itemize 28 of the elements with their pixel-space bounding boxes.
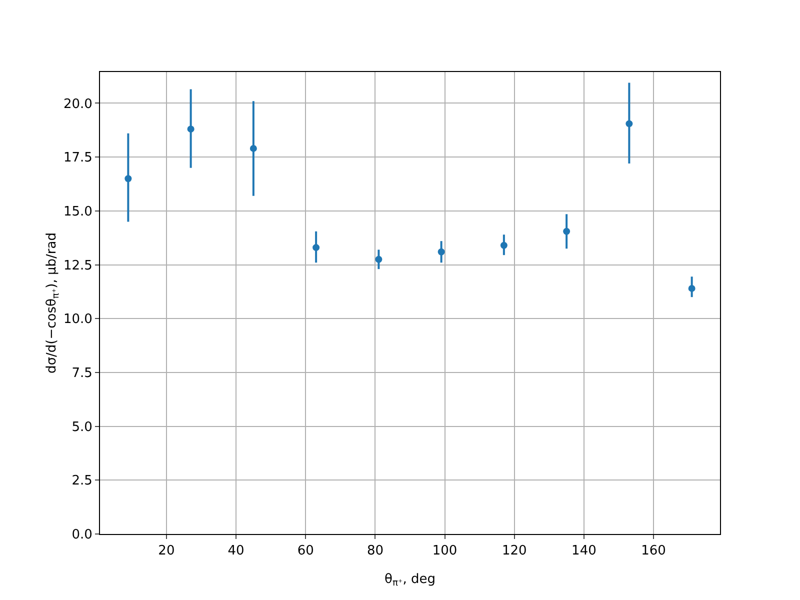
point	[563, 228, 570, 235]
point	[250, 144, 257, 152]
x-tick-label: 20	[158, 544, 175, 559]
y-tick-label: 17.5	[63, 150, 92, 166]
y-tick-label: 7.5	[72, 366, 92, 382]
point	[500, 242, 508, 249]
y-tick-label: 12.5	[63, 258, 92, 274]
point	[124, 175, 132, 182]
point	[438, 248, 445, 256]
x-tick-label: 40	[228, 544, 244, 559]
point	[312, 244, 320, 252]
x-tick-label: 140	[572, 544, 596, 559]
point	[375, 256, 382, 263]
point	[187, 126, 194, 133]
y-tick-label: 0.0	[72, 528, 92, 543]
y-tick-label: 2.5	[72, 474, 92, 489]
y-tick-label: 5.0	[72, 420, 92, 435]
x-tick-label: 160	[641, 544, 666, 559]
x-tick-label: 120	[502, 544, 527, 559]
y-tick-label: 10.0	[63, 312, 92, 328]
x-tick-label: 60	[297, 544, 314, 559]
y-tick-label: 15.0	[63, 204, 92, 220]
x-tick-label: 80	[366, 544, 384, 559]
x-axis-title: θ$_{π⁺}$, deg	[384, 572, 436, 589]
y-tick-label: 20.0	[63, 96, 92, 112]
point	[626, 120, 633, 128]
point	[688, 284, 696, 292]
x-tick-label: 100	[432, 544, 458, 559]
